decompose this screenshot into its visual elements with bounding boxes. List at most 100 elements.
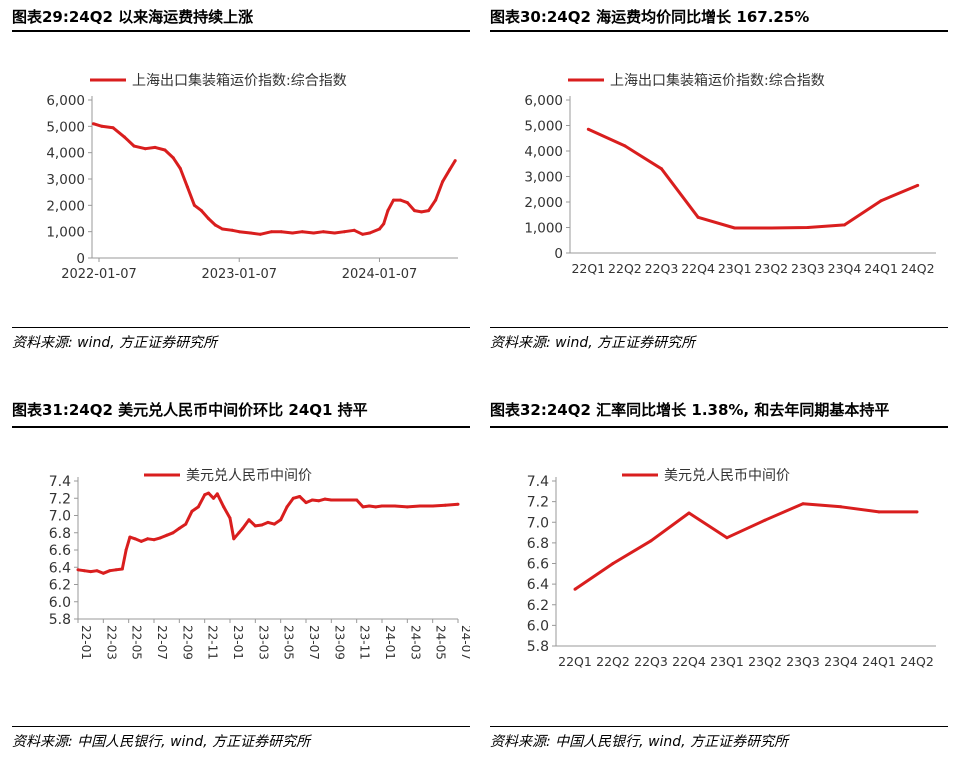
data-point [241,526,245,530]
data-point [342,498,346,502]
x-tick-label: 23Q1 [718,261,752,276]
data-point [89,570,93,574]
x-tick-label: 22-03 [104,625,118,660]
data-point [374,505,378,509]
data-point [448,168,452,172]
x-tick-label: 23-11 [358,625,372,660]
chart-svg: 5.8 6.0 6.2 6.4 6.6 6.8 7.0 7.2 7.4 美元兑人民币中间价 22Q1… [527,468,936,669]
data-point [285,505,289,509]
data-point [158,536,162,540]
y-tick-label: 6.4 [49,560,71,576]
x-tick-label: 23Q2 [754,261,788,276]
x-tick-label: 22-05 [130,625,144,660]
data-point [249,231,252,235]
data-point [586,127,590,131]
x-tick-label: 22Q3 [634,654,668,669]
data-point [152,538,156,542]
y-tick-label: 6.0 [49,595,71,611]
chart-panel-30: 图表30:24Q2 海运费均价同比增长 167.25% 0 1,000 2,000 3… [490,0,948,378]
data-point [82,569,86,573]
data-point [382,222,386,226]
y-tick-label: 4,000 [46,146,85,162]
y-tick-label: 3,000 [46,172,85,188]
data-point [310,498,314,502]
data-point [623,144,627,148]
y-tick-label: 5.8 [527,639,549,655]
data-point [399,198,402,202]
data-point [91,122,95,126]
x-tick-label: 24Q2 [900,654,934,669]
chart-title: 图表30:24Q2 海运费均价同比增长 167.25% [490,8,810,26]
series-line [77,491,459,575]
data-point [298,495,302,498]
data-point [916,183,920,187]
y-tick-label: 2,000 [46,198,85,214]
data-point [361,505,365,509]
x-tick-label: 22Q4 [681,261,715,276]
data-point [368,231,372,235]
data-point [120,567,124,571]
data-point [392,198,395,202]
data-point [687,511,691,515]
data-point [843,223,846,227]
data-point [133,537,137,541]
chart-title: 图表32:24Q2 汇率同比增长 1.38%, 和去年同期基本持平 [490,401,890,419]
y-tick-label: 7.2 [49,491,71,507]
data-point [355,498,359,502]
legend-label: 上海出口集装箱运价指数:综合指数 [132,72,347,89]
chart-title: 图表31:24Q2 美元兑人民币中间价环比 24Q1 持平 [12,401,368,419]
data-point [915,510,919,514]
legend-label: 美元兑人民币中间价 [664,468,790,484]
data-point [199,209,203,213]
legend-label: 美元兑人民币中间价 [186,468,312,484]
data-point [76,568,80,572]
x-tick-label: 22Q4 [672,654,706,669]
data-point [230,228,234,232]
data-point [228,516,232,520]
data-point [386,209,390,213]
data-point [139,539,143,543]
source-rule [490,327,948,328]
x-tick-label: 23Q1 [710,654,744,669]
data-point [380,504,384,508]
data-point [258,232,262,236]
x-tick-label: 23-07 [307,625,321,660]
data-point [378,227,381,231]
x-tick-label: 22-01 [79,625,93,660]
y-tick-label: 5.8 [49,612,71,628]
y-tick-label: 6.6 [49,543,71,559]
data-point [114,568,118,572]
data-point [260,523,264,527]
y-tick-label: 6.8 [527,536,549,552]
data-point [184,522,188,526]
title-rule [12,30,470,32]
data-point [291,231,294,235]
x-tick-label: 24Q2 [901,261,935,276]
chart-panel-29: 图表29:24Q2 以来海运费持续上涨 0 1,000 2,000 3,000 4,00… [12,0,470,378]
data-point [253,524,257,528]
data-point [393,504,397,508]
y-tick-label: 6.2 [527,598,549,614]
x-tick-label: 22Q1 [558,654,592,669]
data-point [222,505,226,509]
data-point [660,167,663,171]
y-tick-label: 1,000 [524,221,563,237]
x-tick-label: 2022-01-07 [61,267,137,282]
data-point [213,223,217,227]
chart-panel-32: 图表32:24Q2 汇率同比增长 1.38%, 和去年同期基本持平 5.8 6.0… [490,393,948,757]
y-tick-label: 7.2 [527,495,549,511]
data-point [573,587,577,591]
y-tick-label: 6.0 [527,618,549,634]
chart-source: 资料来源: wind, 方正证券研究所 [490,335,696,351]
y-tick-label: 7.4 [527,474,549,490]
data-point [206,217,210,220]
data-point [413,209,416,213]
data-point [100,124,104,128]
data-point [769,226,773,230]
data-point [453,159,457,163]
data-point [418,504,422,508]
chart-svg: 5.86.06.2 6.46.66.87.0 7.27.4 美元兑人民币中间价 22-0… [49,468,470,660]
data-point [153,145,157,149]
data-point [272,522,276,526]
x-tick-label: 24-01 [383,625,397,660]
